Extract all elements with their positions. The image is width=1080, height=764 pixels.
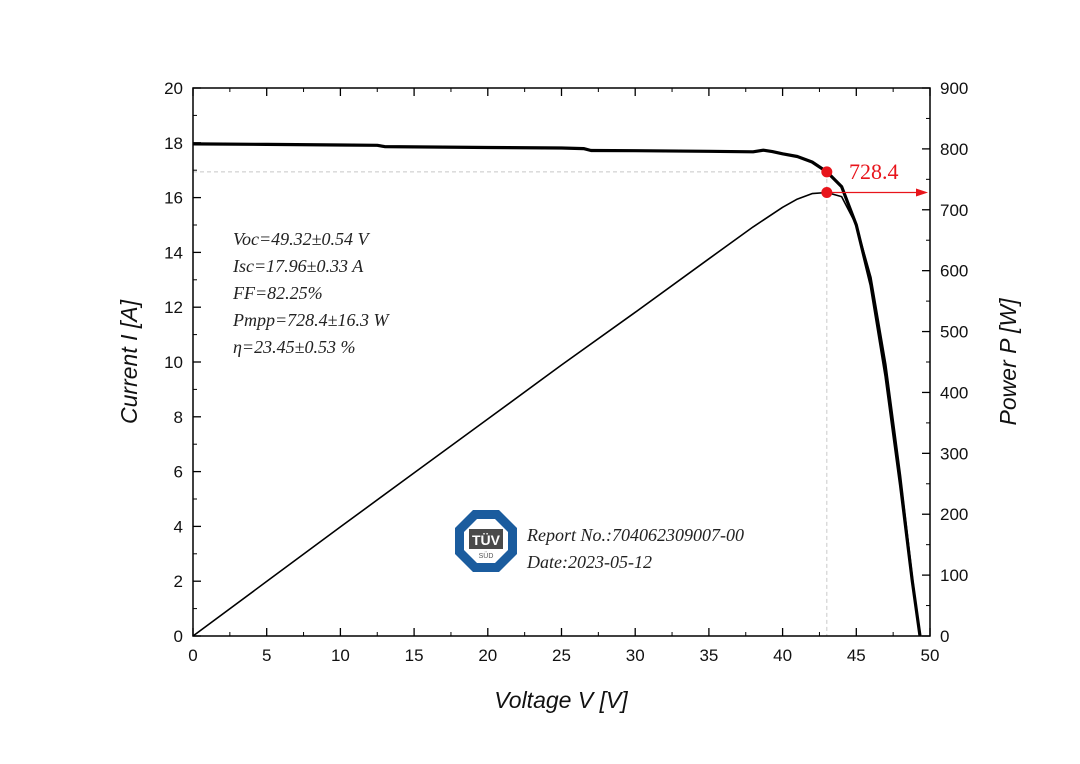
y-right-tick-label: 800 (940, 140, 968, 159)
pv-curve (192, 191, 921, 637)
svg-text:TÜV: TÜV (472, 532, 501, 548)
mpp-power-label: 728.4 (849, 159, 899, 184)
y-right-tick-label: 200 (940, 505, 968, 524)
svg-text:SÜD: SÜD (479, 552, 494, 560)
x-tick-label: 20 (478, 646, 497, 665)
y-left-tick-label: 6 (174, 463, 183, 482)
y-left-tick-label: 10 (164, 353, 183, 372)
parameters-annotation: Voc=49.32±0.54 V Isc=17.96±0.33 A FF=82.… (232, 229, 391, 357)
y-left-tick-label: 12 (164, 298, 183, 317)
annotation-efficiency: η=23.45±0.53 % (233, 337, 355, 357)
mpp-power-point (821, 186, 833, 198)
x-tick-label: 10 (331, 646, 350, 665)
x-tick-label: 25 (552, 646, 571, 665)
annotation-isc: Isc=17.96±0.33 A (232, 256, 364, 276)
y-left-tick-label: 16 (164, 189, 183, 208)
y-right-axis-label: Power P [W] (995, 298, 1021, 426)
y-left-tick-label: 0 (174, 627, 183, 646)
y-right-tick-label: 400 (940, 383, 968, 402)
y-left-tick-label: 2 (174, 572, 183, 591)
x-tick-label: 15 (405, 646, 424, 665)
x-tick-label: 40 (773, 646, 792, 665)
x-tick-label: 35 (699, 646, 718, 665)
tuv-sud-logo: TÜV SÜD (455, 510, 517, 572)
y-left-tick-label: 18 (164, 134, 183, 153)
y-left-tick-label: 4 (174, 517, 183, 536)
x-axis-label: Voltage V [V] (494, 687, 628, 713)
x-tick-label: 0 (188, 646, 197, 665)
x-tick-label: 5 (262, 646, 271, 665)
y-left-axis-label: Current I [A] (116, 299, 142, 424)
iv-curve (192, 142, 922, 637)
x-tick-label: 50 (921, 646, 940, 665)
annotation-pmpp: Pmpp=728.4±16.3 W (232, 310, 391, 330)
report-date: Date:2023-05-12 (526, 552, 652, 572)
mpp-arrow-head (916, 188, 928, 197)
y-left-tick-label: 14 (164, 243, 183, 262)
y-right-tick-label: 500 (940, 323, 968, 342)
y-right-tick-label: 900 (940, 79, 968, 98)
mpp-current-point (821, 166, 833, 178)
annotation-voc: Voc=49.32±0.54 V (233, 229, 371, 249)
annotation-ff: FF=82.25% (232, 283, 323, 303)
y-left-tick-label: 20 (164, 79, 183, 98)
x-tick-label: 30 (626, 646, 645, 665)
x-tick-label: 45 (847, 646, 866, 665)
y-left-tick-label: 8 (174, 408, 183, 427)
y-right-tick-label: 0 (940, 627, 949, 646)
report-number: Report No.:704062309007-00 (526, 525, 744, 545)
y-right-tick-label: 300 (940, 444, 968, 463)
y-right-tick-label: 600 (940, 262, 968, 281)
y-right-tick-label: 700 (940, 201, 968, 220)
y-right-tick-label: 100 (940, 566, 968, 585)
